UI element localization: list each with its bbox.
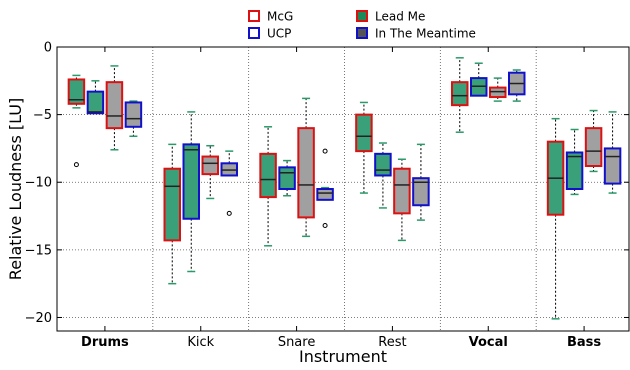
box-body [297,127,315,219]
box-mcg-bass [546,117,565,320]
y-tick-label: 0 [44,41,52,56]
box-ucp-kick [182,111,200,273]
box-in-the-meantime-kick [220,150,238,216]
box-body [124,101,143,128]
legend-label: In The Meantime [375,27,476,41]
box-body [565,151,584,191]
box-body [603,147,622,185]
box-body [374,152,392,177]
box-mcg-snare [259,126,277,247]
x-tick-label: Snare [278,335,316,350]
y-tick-label: −5 [33,108,52,123]
y-axis-title: Relative Loudness [LU] [6,98,25,280]
box-mcg-kick [163,143,181,285]
x-tick-label: Bass [567,335,601,350]
outlier-point [322,223,328,229]
legend-swatch [248,27,260,39]
box-ucp-bass [565,128,584,196]
box-body [316,188,334,201]
box-ucp-drums [86,80,105,115]
box-body [67,78,86,105]
box-body [201,155,219,176]
x-tick-label: Drums [81,335,129,350]
y-axis-ticks: 0 −5 −10 −15 −20 [25,41,629,326]
box-body [412,177,430,207]
box-lead-me-kick [201,144,219,200]
box-body [259,152,277,199]
x-axis-ticks: Drums Kick Snare Rest Vocal Bass [81,47,601,350]
category-separators [152,47,537,331]
legend-label: Lead Me [375,10,425,24]
box-body [182,143,200,220]
legend-label: McG [267,10,293,24]
box-in-the-meantime-snare [316,148,334,229]
box-lead-me-vocal [489,77,507,102]
box-in-the-meantime-rest [412,143,430,221]
outlier-point [73,162,79,168]
legend-label: UCP [267,27,291,41]
grid-layer [57,114,629,318]
box-lead-me-snare [297,97,315,238]
y-tick-label: −10 [25,176,52,191]
box-lead-me-bass [584,109,603,173]
y-tick-label: −15 [25,243,52,258]
box-ucp-vocal [470,62,488,97]
legend-swatch [356,10,368,22]
box-lead-me-rest [393,158,411,242]
box-body [355,113,373,153]
legend-swatch [356,27,368,39]
box-body [278,166,296,191]
box-layer [67,57,622,320]
outlier-point [226,210,232,216]
box-ucp-rest [374,142,392,209]
box-body [451,81,469,107]
box-body [86,90,105,115]
box-body [393,167,411,215]
legend: McG UCP Lead Me In The Meantime [248,10,476,41]
x-tick-label: Vocal [469,335,508,350]
x-tick-label: Kick [187,335,214,350]
box-lead-me-drums [105,65,124,151]
box-mcg-drums [67,74,86,168]
box-in-the-meantime-vocal [508,69,526,102]
legend-swatch [248,10,260,22]
box-body [584,127,603,168]
outlier-point [322,148,328,154]
plot-frame [56,46,630,332]
box-body [105,81,124,130]
y-tick-label: −20 [25,311,52,326]
box-mcg-rest [355,101,373,194]
box-in-the-meantime-drums [124,100,143,138]
box-mcg-vocal [451,57,469,133]
box-in-the-meantime-bass [603,111,622,194]
box-ucp-snare [278,159,296,197]
x-tick-label: Rest [378,335,406,350]
x-axis-title: Instrument [299,347,387,366]
box-body [163,167,181,242]
